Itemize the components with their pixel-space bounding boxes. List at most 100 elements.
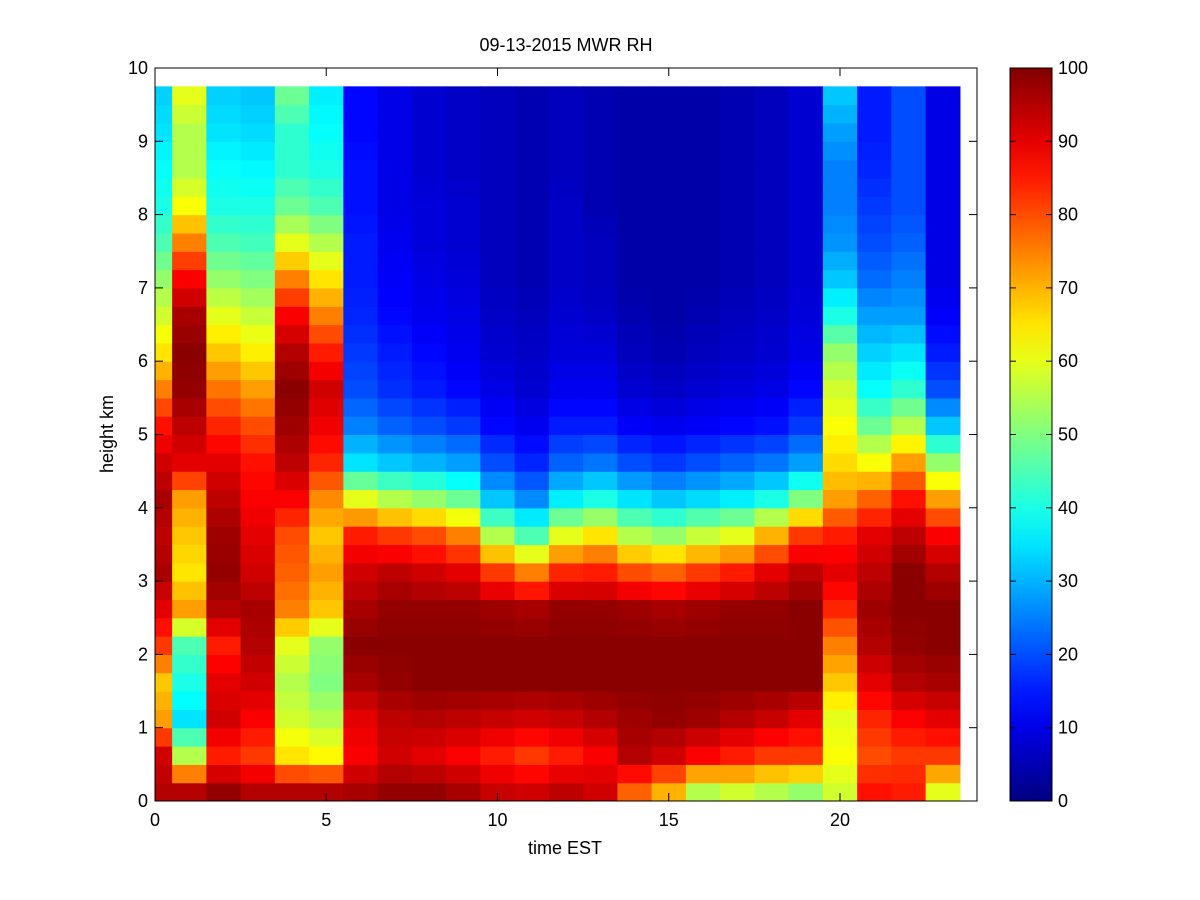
heatmap-cell (720, 709, 755, 729)
heatmap-cell (377, 342, 413, 362)
heatmap-cell (822, 654, 858, 674)
y-tick-label: 9 (138, 131, 148, 151)
heatmap-cell (172, 177, 207, 197)
heatmap-cell (925, 361, 961, 381)
heatmap-cell (274, 416, 310, 436)
heatmap-cell (685, 214, 721, 234)
heatmap-cell (155, 287, 173, 307)
heatmap-cell (446, 709, 481, 729)
heatmap-cell (480, 232, 516, 252)
heatmap-cell (822, 452, 858, 472)
heatmap-cell (309, 196, 344, 216)
heatmap-cell (172, 672, 207, 692)
heatmap-cell (788, 324, 824, 344)
heatmap-cell (788, 581, 824, 601)
heatmap-cell (617, 269, 653, 289)
heatmap-cell (411, 269, 447, 289)
heatmap-cell (925, 434, 961, 454)
heatmap-cell (446, 672, 481, 692)
heatmap-cell (206, 159, 242, 179)
heatmap-cell (206, 379, 242, 399)
heatmap-cell (720, 104, 755, 124)
heatmap-cell (514, 434, 550, 454)
heatmap-cell (446, 489, 481, 509)
heatmap-cell (172, 709, 207, 729)
colorbar (1009, 67, 1053, 802)
heatmap-cell (377, 636, 413, 655)
heatmap-cell (343, 746, 379, 765)
heatmap-cell (548, 636, 584, 655)
heatmap-cell (891, 489, 927, 509)
heatmap-cell (685, 746, 721, 765)
heatmap-cell (857, 562, 892, 582)
heatmap-cell (583, 617, 618, 637)
heatmap-cell (274, 617, 310, 637)
heatmap-cell (480, 361, 516, 381)
heatmap-cell (651, 782, 687, 801)
heatmap-cell (240, 526, 276, 546)
heatmap-cell (685, 672, 721, 692)
heatmap-cell (446, 342, 481, 362)
heatmap-cell (583, 251, 618, 271)
heatmap-cell (343, 672, 379, 692)
heatmap-cell (788, 287, 824, 307)
heatmap-cell (377, 287, 413, 307)
heatmap-cell (857, 599, 892, 619)
heatmap-cell (548, 434, 584, 454)
heatmap-cell (274, 526, 310, 546)
heatmap-cell (651, 104, 687, 124)
heatmap-cell (822, 544, 858, 564)
heatmap-cell (446, 581, 481, 601)
heatmap-cell (514, 636, 550, 655)
heatmap-cell (411, 397, 447, 417)
heatmap-cell (343, 214, 379, 234)
heatmap-cell (480, 434, 516, 454)
heatmap-cell (155, 177, 173, 197)
heatmap-cell (720, 86, 755, 106)
heatmap-cell (720, 471, 755, 491)
heatmap-cell (343, 691, 379, 710)
heatmap-cell (548, 251, 584, 271)
heatmap-cell (309, 86, 344, 106)
heatmap-cell (343, 361, 379, 381)
heatmap-cell (891, 141, 927, 161)
heatmap-cell (274, 727, 310, 747)
heatmap-cell (514, 452, 550, 472)
heatmap-cell (240, 196, 276, 216)
heatmap-cell (377, 397, 413, 417)
heatmap-cell (446, 636, 481, 655)
heatmap-cell (155, 672, 173, 692)
heatmap-cell (685, 141, 721, 161)
heatmap-cell (155, 306, 173, 326)
heatmap-cell (754, 416, 790, 436)
heatmap-cell (925, 562, 961, 582)
heatmap-cell (411, 654, 447, 674)
heatmap-cell (155, 636, 173, 655)
heatmap-cell (480, 251, 516, 271)
heatmap-cell (925, 416, 961, 436)
heatmap-cell (583, 764, 618, 784)
heatmap-cell (925, 782, 961, 801)
heatmap-cell (274, 599, 310, 619)
heatmap-cell (206, 434, 242, 454)
heatmap-cell (155, 709, 173, 729)
heatmap-cell (514, 507, 550, 527)
heatmap-cell (583, 122, 618, 142)
heatmap-cell (155, 489, 173, 509)
heatmap-cell (891, 452, 927, 472)
heatmap-cell (206, 251, 242, 271)
heatmap-cell (309, 672, 344, 692)
heatmap-cell (343, 599, 379, 619)
heatmap-cell (446, 507, 481, 527)
heatmap-cell (548, 196, 584, 216)
heatmap-cell (514, 379, 550, 399)
heatmap-cell (548, 746, 584, 765)
heatmap-cell (309, 489, 344, 509)
heatmap-cell (411, 306, 447, 326)
heatmap-cell (857, 324, 892, 344)
heatmap-cell (309, 471, 344, 491)
colorbar-tick-label: 70 (1058, 278, 1078, 298)
heatmap-cell (548, 214, 584, 234)
heatmap-cell (651, 599, 687, 619)
heatmap-cell (651, 617, 687, 637)
